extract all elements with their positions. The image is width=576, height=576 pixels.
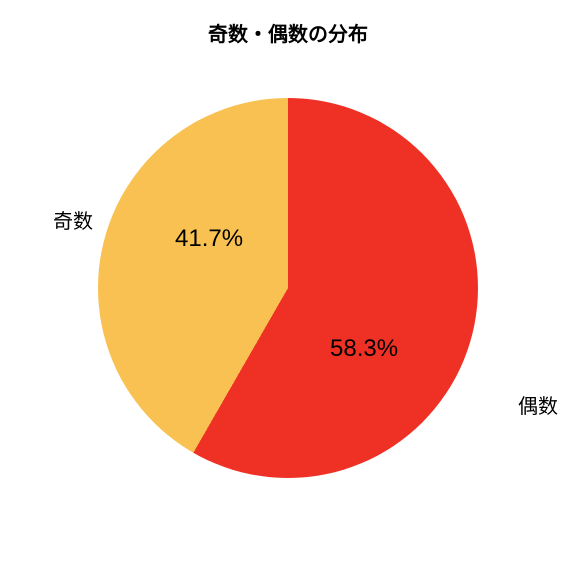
pie-wrap (98, 98, 478, 478)
slice-label-odd: 奇数 (53, 205, 93, 234)
slice-percent-odd: 41.7% (175, 225, 243, 253)
chart-title: 奇数・偶数の分布 (0, 18, 576, 47)
slice-percent-even: 58.3% (330, 335, 398, 363)
chart-container: 奇数・偶数の分布 58.3% 41.7% 偶数 奇数 (0, 0, 576, 576)
pie-chart (98, 98, 478, 478)
slice-label-even: 偶数 (518, 390, 558, 419)
